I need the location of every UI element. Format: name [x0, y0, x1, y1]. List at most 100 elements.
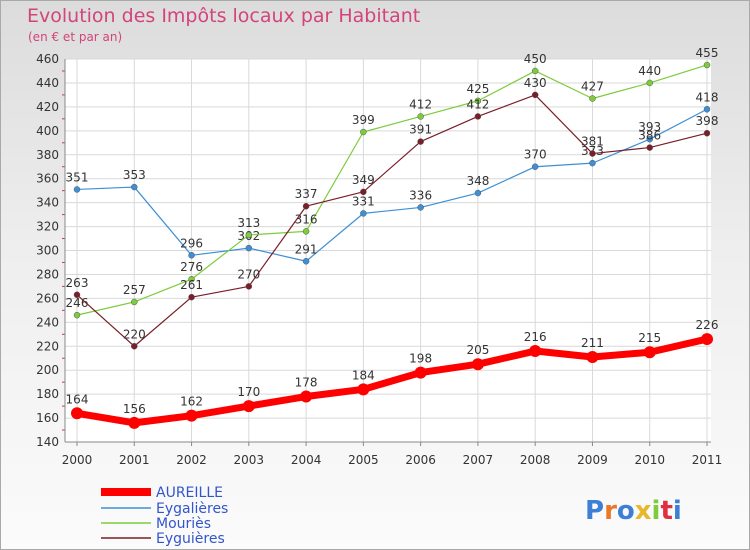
series-line-eyguières — [76, 94, 708, 347]
logo-letter: r — [604, 496, 617, 526]
y-tick-label: 420 — [36, 100, 59, 114]
data-point — [414, 366, 427, 379]
data-point — [471, 358, 484, 371]
data-label: 391 — [409, 123, 432, 137]
x-tick-label: 2005 — [348, 453, 379, 467]
data-label: 216 — [524, 330, 547, 344]
y-tick-label: 220 — [36, 339, 59, 353]
legend-label: AUREILLE — [156, 485, 223, 501]
data-label: 399 — [352, 113, 375, 127]
data-label: 313 — [237, 216, 260, 230]
data-label: 370 — [524, 148, 547, 162]
data-point — [586, 351, 599, 364]
logo-letter: t — [660, 496, 672, 526]
data-label: 162 — [180, 395, 203, 409]
data-point — [589, 159, 596, 167]
data-label: 393 — [638, 120, 661, 134]
y-tick-label: 280 — [36, 267, 59, 281]
data-point — [474, 113, 482, 120]
data-point — [131, 183, 138, 191]
data-label: 257 — [123, 283, 146, 297]
data-point — [589, 150, 596, 157]
y-tick-label: 140 — [36, 435, 59, 449]
data-point — [474, 189, 482, 197]
data-point — [185, 409, 198, 422]
logo-letter: x — [635, 496, 652, 526]
data-label: 226 — [696, 318, 719, 332]
data-label: 316 — [295, 212, 318, 226]
x-tick-label: 2002 — [176, 453, 207, 467]
y-tick-label: 320 — [36, 220, 59, 234]
data-point — [703, 129, 711, 137]
data-point — [302, 202, 310, 210]
data-label: 455 — [696, 46, 719, 60]
data-label: 170 — [237, 385, 260, 399]
data-label: 440 — [638, 64, 661, 78]
data-point — [188, 293, 195, 301]
series-line-aureille — [76, 335, 708, 427]
logo-letter: P — [585, 496, 604, 526]
data-point — [531, 67, 539, 75]
data-point — [417, 113, 424, 120]
data-label: 381 — [581, 135, 604, 149]
data-point — [128, 416, 141, 429]
data-label: 215 — [638, 331, 661, 345]
data-label: 184 — [352, 368, 375, 382]
x-tick-label: 2004 — [291, 453, 322, 467]
logo-letter: i — [673, 496, 682, 526]
legend-label: Eyguières — [156, 531, 225, 547]
legend-label: Eygalières — [156, 501, 228, 517]
data-point — [646, 135, 653, 143]
data-label: 164 — [66, 392, 89, 406]
data-label: 261 — [180, 278, 203, 292]
data-label: 412 — [409, 97, 432, 111]
data-point — [531, 91, 539, 99]
data-label: 412 — [466, 97, 489, 111]
data-point — [529, 345, 542, 358]
x-tick-label: 2000 — [62, 453, 93, 467]
data-label: 270 — [237, 267, 260, 281]
data-label: 427 — [581, 79, 604, 93]
x-tick-label: 2010 — [634, 453, 665, 467]
data-point — [703, 61, 711, 69]
data-point — [357, 383, 370, 396]
chart-subtitle: (en € et par an) — [28, 30, 123, 44]
legend-label: Mouriès — [156, 516, 211, 532]
x-tick-label: 2007 — [463, 453, 494, 467]
data-label: 156 — [123, 402, 146, 416]
data-label: 398 — [696, 114, 719, 128]
data-point — [71, 407, 83, 420]
y-tick-label: 240 — [36, 315, 59, 329]
data-point — [646, 144, 653, 151]
data-point — [589, 95, 596, 102]
data-point — [474, 97, 482, 105]
data-label: 418 — [696, 90, 719, 104]
y-tick-label: 360 — [36, 172, 59, 186]
data-label: 348 — [466, 174, 489, 188]
data-label: 331 — [352, 194, 375, 208]
data-label: 386 — [638, 129, 661, 143]
data-label: 430 — [524, 76, 547, 90]
data-point — [188, 252, 195, 259]
proxiti-logo: Proxiti — [585, 496, 682, 526]
data-label: 220 — [123, 327, 146, 341]
data-point — [417, 204, 424, 211]
y-tick-label: 380 — [36, 148, 59, 162]
data-label: 349 — [352, 173, 375, 187]
data-point — [73, 186, 81, 193]
data-point — [245, 283, 253, 290]
chart-title: Evolution des Impôts locaux par Habitant — [27, 5, 421, 27]
x-tick-label: 2006 — [405, 453, 436, 467]
data-label: 276 — [180, 260, 203, 274]
data-point — [73, 291, 81, 299]
data-point — [73, 311, 81, 319]
data-point — [131, 298, 138, 306]
x-tick-label: 2001 — [119, 453, 150, 467]
data-point — [242, 400, 255, 413]
data-point — [703, 106, 711, 113]
y-tick-label: 200 — [36, 363, 59, 377]
y-tick-label: 300 — [36, 244, 59, 258]
data-point — [360, 128, 367, 136]
